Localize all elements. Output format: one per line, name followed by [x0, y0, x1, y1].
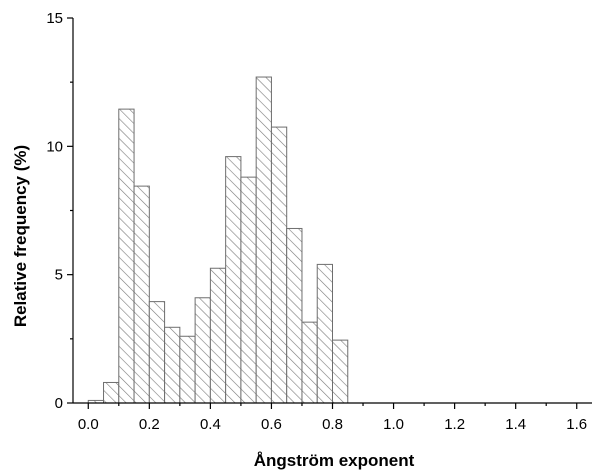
bar-6 — [179, 335, 196, 404]
x-tick-label: 0.6 — [261, 416, 282, 433]
y-axis-title: Relative frequency (%) — [11, 145, 30, 327]
bar-15 — [316, 263, 333, 404]
bar-11 — [255, 76, 272, 404]
x-tick-label: 0.8 — [322, 416, 343, 433]
y-tick-label: 0 — [55, 395, 63, 412]
x-tick-label: 0.2 — [139, 416, 160, 433]
y-tick-label: 15 — [46, 10, 63, 27]
x-tick-label: 0.0 — [78, 416, 99, 433]
bar-4 — [148, 301, 166, 404]
bar-16 — [332, 339, 349, 404]
x-tick-label: 1.2 — [444, 416, 465, 433]
bar-12 — [270, 126, 288, 404]
y-tick-label: 5 — [55, 267, 63, 284]
x-ticks-group: 0.0 0.2 0.4 0.6 0.8 1.0 1.2 1.4 1.6 — [78, 403, 587, 433]
x-tick-label: 1.0 — [383, 416, 404, 433]
bar-13 — [286, 227, 303, 404]
x-tick-label: 1.6 — [566, 416, 587, 433]
bars-group — [87, 76, 349, 404]
bar-10 — [240, 176, 257, 404]
x-tick-label: 1.4 — [505, 416, 526, 433]
x-axis-title: Ångström exponent — [254, 451, 415, 470]
bar-8 — [209, 267, 227, 404]
bar-2 — [118, 108, 135, 404]
bar-3 — [133, 185, 150, 404]
bar-7 — [194, 297, 211, 404]
x-tick-label: 0.4 — [200, 416, 221, 433]
bar-9 — [225, 156, 242, 404]
bar-5 — [164, 326, 181, 404]
bar-14 — [301, 321, 318, 404]
bar-1 — [103, 381, 120, 404]
y-ticks-group: 0 5 10 15 — [46, 10, 73, 412]
y-tick-label: 10 — [46, 138, 63, 155]
